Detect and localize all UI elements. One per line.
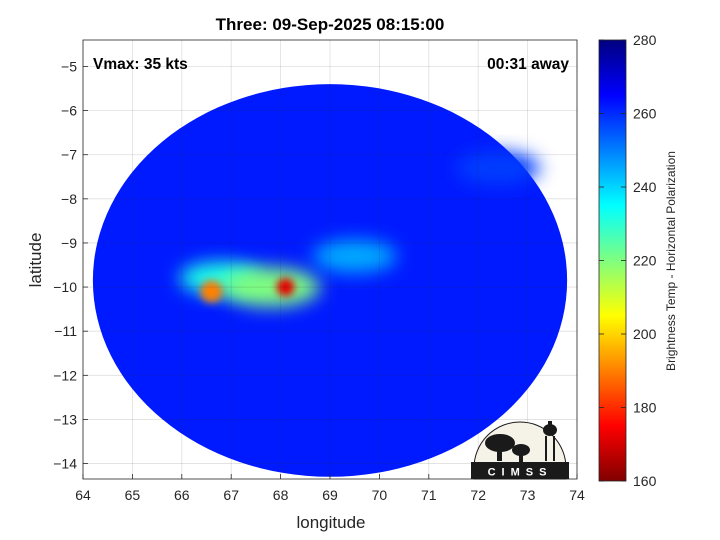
cimss-logo: CIMSS [471, 421, 569, 480]
brightness-feature [200, 280, 223, 303]
x-tick-label: 66 [174, 487, 190, 503]
feature-layer [179, 151, 540, 307]
x-tick-label: 74 [569, 487, 585, 503]
brightness-feature [456, 151, 540, 185]
y-tick-label: −8 [61, 191, 77, 207]
colorbar-tick-label: 260 [633, 106, 657, 122]
brightness-feature [312, 239, 397, 273]
vmax-annotation: Vmax: 35 kts [93, 56, 188, 73]
time-away-annotation: 00:31 away [487, 56, 569, 73]
chart-title: Three: 09-Sep-2025 08:15:00 [216, 15, 445, 34]
y-tick-label: −10 [53, 279, 77, 295]
brightness-feature [276, 278, 295, 297]
x-tick-label: 67 [223, 487, 239, 503]
y-tick-label: −11 [54, 323, 77, 339]
colorbar: 280 260 240 220 200 180 160 Brightness Temp - … [598, 32, 678, 489]
x-tick-label: 68 [273, 487, 289, 503]
colorbar-tick-label: 160 [633, 473, 657, 489]
colorbar-tick-label: 180 [633, 400, 657, 416]
y-tick-label: −5 [61, 58, 77, 74]
colorbar-tick-label: 280 [633, 32, 657, 48]
y-tick-label: −12 [53, 367, 77, 383]
colorbar-ticks: 280 260 240 220 200 180 160 [599, 32, 657, 489]
colorbar-label: Brightness Temp - Horizontal Polarizatio… [664, 151, 678, 371]
x-axis-label: longitude [296, 513, 365, 532]
y-axis: −5 −6 −7 −8 −9 −10 −11 −12 −13 −14 [53, 58, 88, 472]
colorbar-tick-label: 240 [633, 179, 657, 195]
x-tick-label: 64 [75, 487, 91, 503]
cimss-logo-text: CIMSS [488, 467, 553, 479]
x-axis: 64 65 66 67 68 69 70 71 72 73 74 [75, 474, 585, 503]
x-tick-label: 71 [421, 487, 437, 503]
x-tick-label: 65 [125, 487, 141, 503]
colorbar-tick-label: 220 [633, 253, 657, 269]
water-tower-icon [543, 424, 557, 436]
swath-disk [92, 84, 568, 477]
y-tick-label: −6 [61, 103, 77, 119]
y-axis-label: latitude [26, 233, 45, 288]
colorbar-tick-label: 200 [633, 326, 657, 342]
brightness-feature [221, 267, 321, 307]
x-tick-label: 70 [372, 487, 388, 503]
y-tick-label: −7 [61, 147, 77, 163]
y-tick-label: −9 [61, 235, 77, 251]
y-tick-label: −14 [53, 456, 77, 472]
x-tick-label: 69 [322, 487, 338, 503]
x-tick-label: 72 [470, 487, 486, 503]
y-tick-label: −13 [53, 411, 77, 427]
swath-layer [92, 84, 568, 477]
grid-lines [82, 40, 578, 479]
x-tick-label: 73 [520, 487, 536, 503]
